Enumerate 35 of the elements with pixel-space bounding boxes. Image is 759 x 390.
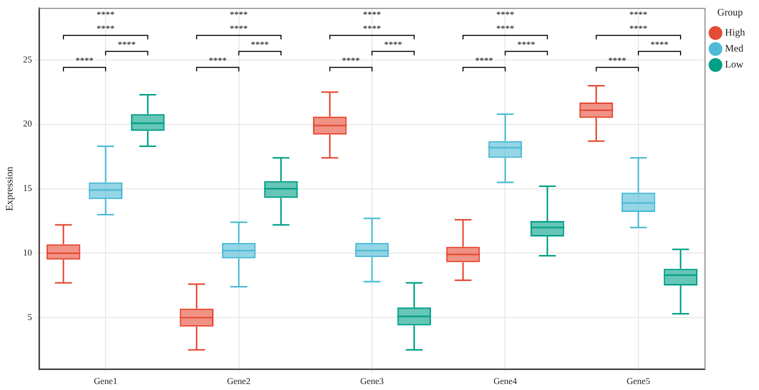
annotation: ****: [496, 9, 515, 20]
annotation: ****: [629, 9, 648, 20]
annotation: ****: [384, 39, 403, 50]
x-tick-label: Gene4: [493, 376, 518, 386]
y-tick-label: 25: [23, 54, 32, 64]
x-tick-label: Gene3: [360, 376, 384, 386]
legend-label: High: [725, 28, 745, 39]
annotation: ****: [230, 23, 248, 34]
annotation: ****: [76, 55, 94, 66]
annotation: ****: [608, 55, 627, 66]
annotation: ****: [230, 9, 248, 20]
annotation: ****: [496, 23, 515, 34]
annotation: ****: [96, 23, 116, 34]
y-tick-label: 10: [23, 248, 32, 258]
y-tick-label: 15: [23, 183, 32, 194]
y-tick-label: 20: [23, 118, 32, 129]
annotation: ****: [208, 55, 228, 66]
annotation: ****: [342, 55, 360, 66]
x-tick-label: Gene1: [94, 376, 118, 386]
y-tick-label: 5: [28, 312, 32, 322]
annotation: ****: [363, 23, 382, 34]
legend-label: Low: [725, 60, 744, 71]
annotation: ****: [650, 39, 669, 50]
annotation: ****: [363, 9, 382, 20]
legend-label: Med: [725, 44, 744, 55]
annotation: ****: [629, 23, 648, 34]
annotation: ****: [517, 39, 536, 50]
x-tick-label: Gene2: [227, 376, 251, 386]
x-tick-label: Gene5: [626, 376, 651, 386]
annotation: ****: [118, 39, 136, 50]
annotation: ****: [250, 39, 270, 50]
annotation: ****: [475, 55, 494, 66]
legend-title: Group: [717, 8, 743, 19]
annotation: ****: [96, 9, 116, 20]
y-axis-title: Expression: [4, 166, 16, 212]
